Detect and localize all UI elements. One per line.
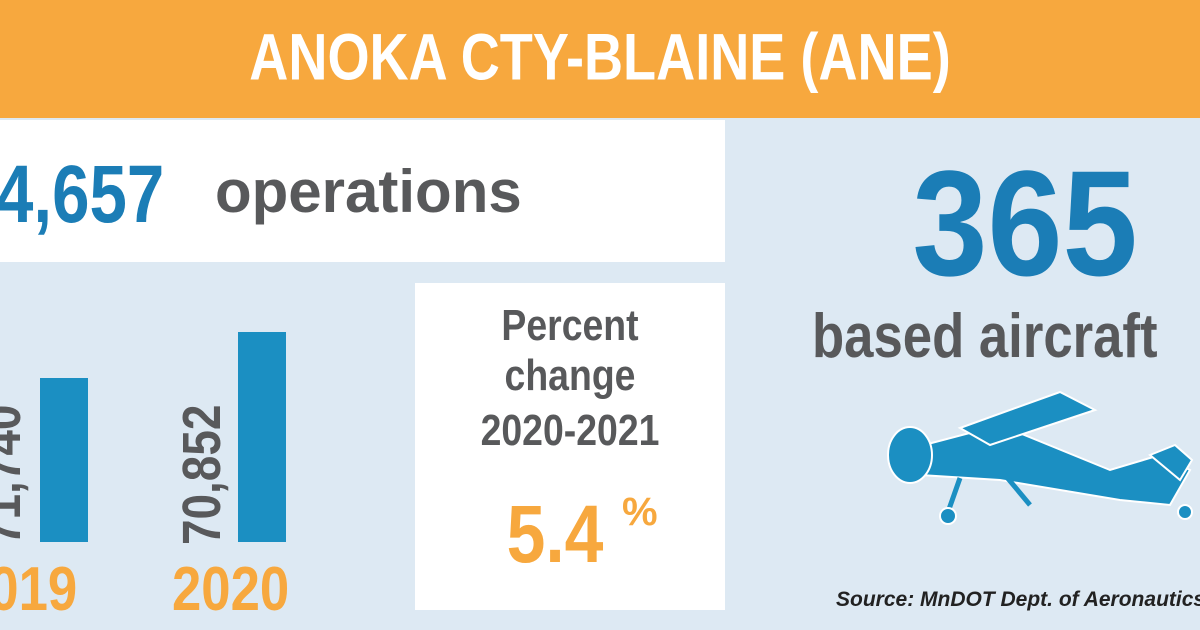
operations-box xyxy=(0,120,725,262)
percent-caption: 2020-2021 xyxy=(481,405,660,455)
year-value: 70,852 xyxy=(172,405,232,545)
title: ANOKA CTY-BLAINE (ANE) xyxy=(249,19,950,93)
operations-number: 4,657 xyxy=(0,148,164,240)
bar-2020 xyxy=(238,332,286,542)
percent-unit: % xyxy=(622,490,658,534)
percent-box xyxy=(415,283,725,610)
percent-value: 5.4 xyxy=(507,489,604,581)
percent-caption: Percent xyxy=(501,300,639,350)
airplane-icon xyxy=(887,390,1194,525)
aircraft-number: 365 xyxy=(912,140,1137,307)
operations-label: operations xyxy=(215,158,522,225)
year-label: 2019 xyxy=(0,555,77,624)
year-value: 71,740 xyxy=(0,405,32,545)
percent-caption: change xyxy=(505,350,636,400)
bar-2019 xyxy=(40,378,88,542)
year-label: 2020 xyxy=(172,555,289,624)
header-bar xyxy=(0,0,1200,118)
source: Source: MnDOT Dept. of Aeronautics xyxy=(836,588,1200,611)
aircraft-label: based aircraft xyxy=(812,302,1158,371)
